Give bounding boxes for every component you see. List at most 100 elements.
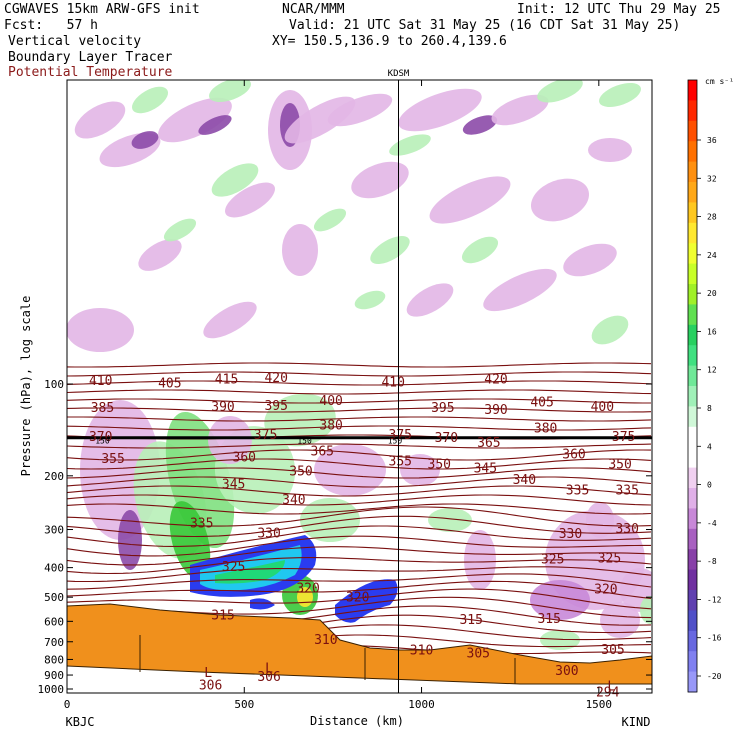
theta-label: 350: [608, 457, 631, 472]
colorbar-swatch: [688, 630, 697, 652]
theta-label: 330: [559, 527, 582, 542]
init-time: Init: 12 UTC Thu 29 May 25: [517, 2, 721, 17]
chart-annotation: L: [607, 680, 615, 695]
colorbar-label: 36: [707, 136, 717, 145]
y-tick-label: 300: [44, 524, 64, 537]
theta-label: 330: [257, 527, 280, 542]
colorbar-swatch: [688, 284, 697, 305]
theta-label: 395: [431, 401, 454, 416]
velocity-blob: [138, 239, 182, 271]
colorbar-label: 16: [707, 327, 717, 336]
y-tick-label: 100: [44, 378, 64, 391]
velocity-blob: [158, 97, 232, 143]
plot-frame: [66, 79, 653, 694]
theta-contour: [67, 580, 652, 599]
colorbar-label: 4: [707, 442, 712, 451]
theta-label: 325: [222, 560, 245, 575]
theta-contour: [67, 546, 652, 566]
theta-label: 306: [199, 678, 222, 693]
theta-contour: [67, 407, 652, 413]
tracer-plume-center: [215, 560, 285, 584]
colorbar-swatch: [688, 488, 697, 509]
velocity-blob: [282, 224, 318, 276]
velocity-blob: [537, 80, 583, 103]
velocity-blob: [563, 243, 617, 277]
theta-label: 370: [435, 431, 458, 446]
velocity-blob: [530, 178, 590, 222]
theta-contour: [67, 506, 652, 527]
colorbar-label: 20: [707, 289, 717, 298]
colorbar-swatch: [688, 263, 697, 285]
y-axis-title: Pressure (hPa), log scale: [19, 296, 33, 477]
colorbar-swatch: [688, 80, 697, 101]
y-tick-label: 900: [44, 669, 64, 682]
velocity-blob: [591, 315, 629, 345]
theta-contour: [67, 503, 652, 515]
velocity-blob: [314, 444, 386, 496]
x-tick-label: 0: [64, 698, 71, 711]
theta-label: 360: [562, 448, 585, 463]
model-title: CGWAVES 15km ARW-GFS init: [4, 2, 200, 17]
tracer-plume-small: [250, 598, 275, 610]
velocity-blob: [540, 630, 580, 650]
colorbar-label: 32: [707, 174, 717, 183]
theta-contour: [67, 398, 651, 404]
left-station-label: KBJC: [66, 715, 95, 729]
colorbar-label: 0: [707, 481, 712, 490]
theta-label: 350: [289, 464, 312, 479]
theta-contour: [67, 588, 652, 610]
colorbar-frame: [687, 79, 698, 693]
contour-labels: 410 405 415 420 410 420 385 390 395 400 395 390 405 4…: [89, 371, 639, 700]
colorbar-label: -8: [707, 557, 717, 566]
theta-label: 365: [311, 444, 334, 459]
y-tick-label: 200: [44, 470, 64, 483]
terrain: [67, 603, 652, 693]
velocity-blob: [203, 301, 257, 339]
colorbar-swatch: [688, 590, 697, 611]
theta-label: 390: [211, 400, 234, 415]
colorbar-swatch: [688, 528, 697, 550]
theta-label: 400: [319, 394, 342, 409]
theta-label: 306: [257, 670, 280, 685]
theta-label: 325: [541, 552, 564, 567]
theta-contours: [67, 362, 652, 665]
theta-contour: [67, 458, 652, 470]
colorbar-swatch: [688, 141, 697, 163]
theta-label: 400: [591, 400, 614, 415]
y-tick-label: 500: [44, 591, 64, 604]
theta-contour: [67, 515, 652, 538]
velocity-blob: [398, 88, 482, 132]
theta-label: 415: [215, 373, 238, 388]
theta-label: 360: [233, 451, 256, 466]
colorbar-swatch: [688, 569, 697, 591]
theta-label: 340: [282, 493, 305, 508]
theta-contour: [67, 362, 652, 368]
y-tick-label: 800: [44, 653, 64, 666]
theta-contour: [67, 573, 652, 590]
colorbar-unit: cm s⁻¹: [705, 77, 734, 86]
velocity-blob: [586, 502, 614, 538]
theta-label: 375: [389, 428, 412, 443]
theta-contour: [67, 380, 652, 386]
colorbar-swatch: [688, 324, 697, 346]
theta-label: 335: [566, 484, 589, 499]
theta-contour: [67, 535, 651, 557]
colorbar-swatch: [688, 345, 697, 367]
theta-label: 305: [467, 647, 490, 662]
theta-label: 370: [89, 430, 112, 445]
colorbar-swatch: [688, 182, 697, 203]
colorbar-swatch: [688, 651, 697, 673]
field-boundary-layer: Boundary Layer Tracer: [8, 50, 173, 65]
chart-annotation: L: [265, 661, 273, 676]
theta-label: 395: [264, 399, 287, 414]
velocity-blob: [131, 86, 169, 114]
colorbar-swatch: [688, 426, 697, 448]
theta-contour: [67, 494, 652, 506]
theta-label: 390: [484, 403, 507, 418]
theta-label: 375: [612, 430, 635, 445]
velocity-blob: [406, 283, 454, 317]
velocity-blob: [588, 138, 632, 162]
x-tick-label: 500: [234, 698, 254, 711]
theta-label: 340: [513, 473, 536, 488]
